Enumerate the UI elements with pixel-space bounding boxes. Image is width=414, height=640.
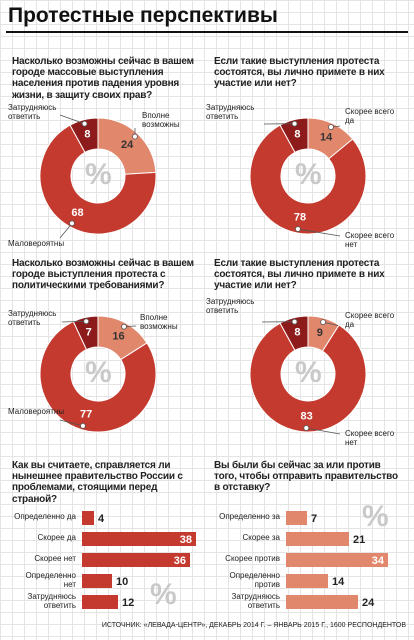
leader-dot xyxy=(81,120,88,127)
bar xyxy=(286,553,388,567)
value-label: 21 xyxy=(353,534,365,546)
value-label: 7 xyxy=(86,326,92,338)
category-label: Затрудняюсь ответить xyxy=(206,103,255,121)
leader-line xyxy=(61,320,87,323)
leader-dot xyxy=(83,318,90,325)
category-label: Маловероятны xyxy=(8,239,65,248)
category-label: Затрудняюсь ответить xyxy=(206,297,255,315)
category-label: Затрудняюсь ответить xyxy=(231,592,280,610)
percent-sign: % xyxy=(362,500,389,533)
value-label: 24 xyxy=(121,139,134,151)
leader-dot xyxy=(132,133,138,140)
leader-line xyxy=(59,419,84,427)
question: Если такие выступления протеста состоятс… xyxy=(214,258,385,292)
category-label: Скорее против xyxy=(225,554,280,563)
donut-segment xyxy=(279,315,309,352)
category-label: Скорее за xyxy=(242,533,280,542)
category-label: Затрудняюсь ответить xyxy=(27,592,76,610)
value-label: 8 xyxy=(294,129,300,141)
value-label: 77 xyxy=(80,409,92,421)
leader-line xyxy=(59,223,73,239)
donut-segment xyxy=(39,124,157,235)
percent-sign: % xyxy=(150,578,177,611)
leader-dot xyxy=(80,422,86,429)
donut-segment xyxy=(249,322,367,433)
leader-dot xyxy=(294,226,301,232)
question: Насколько возможны сейчас в вашем городе… xyxy=(12,56,194,101)
category-label: Определенно за xyxy=(219,512,280,521)
leader-dot xyxy=(320,319,326,326)
value-label: 38 xyxy=(180,534,192,546)
source: ИСТОЧНИК: «ЛЕВАДА-ЦЕНТР», ДЕКАБРЬ 2014 Г… xyxy=(101,622,406,629)
bar xyxy=(82,595,118,609)
category-label: Скорее всего нет xyxy=(345,429,395,447)
category-label: Вполне возможны xyxy=(142,111,180,129)
question: Как вы считаете, справляется ли нынешнее… xyxy=(12,460,183,505)
value-label: 14 xyxy=(320,131,333,143)
category-label: Скорее да xyxy=(37,533,76,542)
value-label: 8 xyxy=(84,129,90,141)
question: Если такие выступления протеста состоятс… xyxy=(214,56,385,90)
bar xyxy=(286,595,358,609)
leader-line xyxy=(59,114,85,125)
donut-segment xyxy=(72,315,99,351)
bar xyxy=(82,553,190,567)
leader-line xyxy=(306,427,341,435)
bar xyxy=(82,532,196,546)
title-rule xyxy=(6,31,408,33)
value-label: 24 xyxy=(362,597,375,609)
category-label: Определенно против xyxy=(229,571,280,589)
value-label: 78 xyxy=(294,212,306,224)
leader-dot xyxy=(291,318,298,325)
category-label: Затрудняюсь ответить xyxy=(8,103,57,121)
page-title: Протестные перспективы xyxy=(8,4,278,27)
bar xyxy=(286,532,349,546)
value-label: 68 xyxy=(71,207,83,219)
bar xyxy=(286,511,307,525)
question: Насколько возможны сейчас в вашем городе… xyxy=(12,258,194,292)
leader-dot xyxy=(121,323,127,330)
category-label: Скорее нет xyxy=(34,554,76,563)
value-label: 12 xyxy=(122,597,134,609)
value-label: 4 xyxy=(98,513,105,525)
category-label: Затрудняюсь ответить xyxy=(8,309,57,327)
category-label: Определенно да xyxy=(14,512,76,521)
leader-dot xyxy=(291,120,298,127)
percent-sign: % xyxy=(85,158,112,191)
bar xyxy=(82,511,94,525)
leader-line xyxy=(297,228,341,237)
donut-segment xyxy=(249,124,367,235)
leader-dot xyxy=(69,220,75,227)
value-label: 8 xyxy=(294,327,300,339)
value-label: 34 xyxy=(372,555,385,567)
percent-sign: % xyxy=(295,158,322,191)
category-label: Скорее всего да xyxy=(345,311,395,329)
category-label: Вполне возможны xyxy=(140,313,178,331)
value-label: 9 xyxy=(317,327,323,339)
question: Вы были бы сейчас за или против того, чт… xyxy=(214,460,398,494)
value-label: 7 xyxy=(311,513,317,525)
value-label: 10 xyxy=(116,576,128,588)
category-label: Скорее всего нет xyxy=(345,231,395,249)
donut-segment xyxy=(39,320,157,433)
percent-sign: % xyxy=(85,356,112,389)
percent-sign: % xyxy=(295,356,322,389)
category-label: Определенно нет xyxy=(25,571,76,589)
bar xyxy=(286,574,328,588)
value-label: 16 xyxy=(112,331,124,343)
leader-dot xyxy=(303,425,310,431)
category-label: Маловероятны xyxy=(8,407,65,416)
donut-segment xyxy=(279,117,309,154)
value-label: 14 xyxy=(332,576,345,588)
leader-dot xyxy=(328,124,334,131)
value-label: 83 xyxy=(301,410,313,422)
bar xyxy=(82,574,112,588)
value-label: 36 xyxy=(174,555,186,567)
category-label: Скорее всего да xyxy=(345,107,395,125)
